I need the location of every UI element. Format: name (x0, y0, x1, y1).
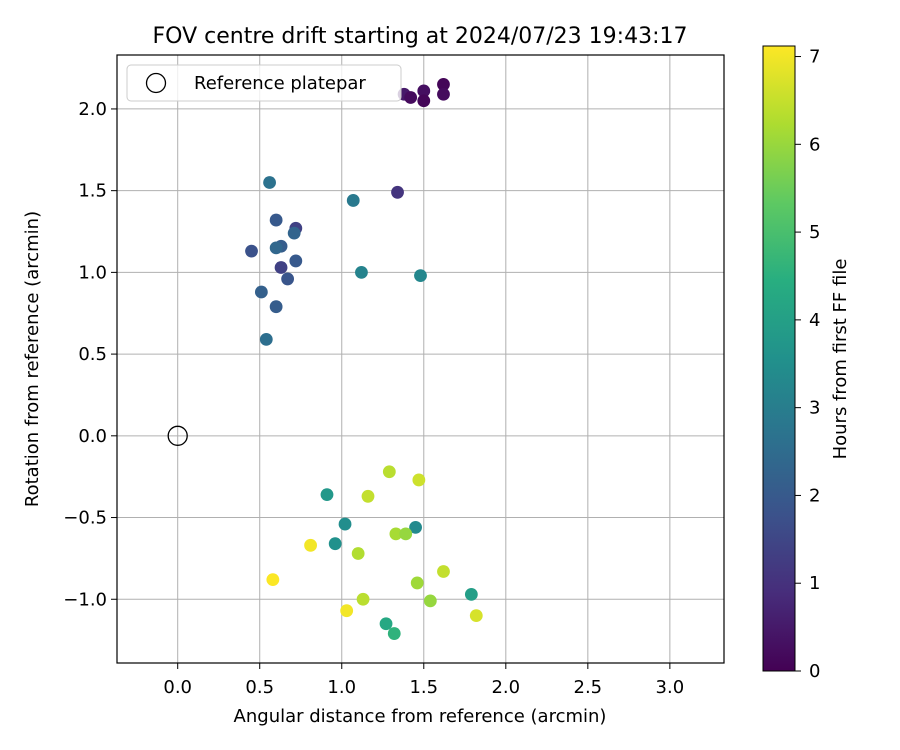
data-point (412, 473, 426, 487)
colorbar-tick-label: 5 (809, 222, 820, 243)
y-tick-label: 0.5 (78, 344, 107, 365)
colorbar-tick-label: 7 (809, 47, 820, 68)
reference-marker-group (167, 425, 188, 446)
data-point (287, 226, 301, 240)
data-point (355, 265, 368, 279)
colorbar-tick-label: 6 (809, 134, 820, 155)
colorbar-tick-label: 4 (809, 310, 820, 331)
data-point (289, 254, 303, 268)
colorbar-tick-label: 2 (809, 485, 820, 506)
colorbar-tick-label: 3 (809, 398, 820, 419)
reference-platepar-marker (167, 425, 188, 446)
y-tick-label: 0.0 (78, 426, 107, 447)
colorbar-tick-label: 0 (809, 661, 820, 682)
x-tick-label: 2.5 (574, 677, 603, 698)
data-point (410, 576, 424, 590)
data-point (423, 594, 437, 608)
x-tick-label: 0.0 (163, 677, 192, 698)
data-point (437, 565, 450, 578)
data-point (269, 241, 283, 255)
legend: Reference platepar (126, 64, 402, 102)
x-axis-ticks: 0.0 0.5 1.0 1.5 2.0 2.5 3.0 (163, 663, 684, 698)
y-axis-ticks: −1.0 −0.5 0.0 0.5 1.0 1.5 2.0 (63, 99, 117, 610)
colorbar-tick-label: 1 (809, 573, 820, 594)
grid (117, 55, 724, 663)
data-point (281, 272, 295, 286)
data-point (274, 261, 288, 274)
data-point (320, 488, 334, 502)
data-point (356, 592, 370, 606)
y-tick-label: −0.5 (63, 508, 107, 529)
data-point (351, 547, 365, 560)
data-point (399, 527, 413, 541)
data-point (266, 573, 280, 587)
colorbar-frame (762, 45, 796, 672)
data-point (464, 587, 478, 601)
colorbar (763, 46, 795, 671)
data-point (259, 332, 273, 346)
data-point (379, 617, 393, 631)
y-tick-label: −1.0 (63, 589, 107, 610)
data-point (269, 213, 283, 227)
x-tick-label: 1.5 (409, 677, 438, 698)
data-point (387, 627, 401, 640)
data-point (269, 300, 283, 314)
legend-box (126, 64, 402, 102)
x-tick-label: 1.0 (327, 677, 356, 698)
chart-title: FOV centre drift starting at 2024/07/23 … (153, 24, 688, 49)
x-axis-label: Angular distance from reference (arcmin) (234, 706, 607, 727)
data-point (338, 517, 352, 531)
legend-label: Reference platepar (194, 73, 366, 94)
data-points (245, 78, 483, 640)
colorbar-label: Hours from first FF file (830, 259, 851, 460)
data-point (254, 285, 268, 299)
data-point (417, 94, 431, 108)
data-point (245, 244, 258, 258)
y-tick-label: 1.5 (78, 181, 107, 202)
data-point (404, 91, 418, 104)
plot-frame (116, 54, 725, 664)
data-point (361, 489, 375, 503)
data-point (346, 194, 360, 207)
y-tick-label: 2.0 (78, 99, 107, 120)
data-point (340, 604, 354, 618)
y-tick-label: 1.0 (78, 262, 107, 283)
x-tick-label: 0.5 (245, 677, 274, 698)
data-point (263, 176, 276, 189)
x-tick-label: 3.0 (656, 677, 685, 698)
data-point (304, 538, 317, 552)
data-point (328, 537, 342, 551)
x-tick-label: 2.0 (491, 677, 520, 698)
data-point (417, 84, 431, 98)
data-point (391, 185, 404, 199)
data-point (414, 269, 427, 283)
data-point (409, 520, 422, 534)
data-point (382, 465, 396, 479)
legend-open-circle-icon (145, 72, 167, 94)
data-point (389, 527, 403, 541)
colorbar-ticks: 0 1 2 3 4 5 6 7 (795, 47, 820, 682)
data-point (469, 609, 483, 623)
data-point (437, 78, 450, 91)
y-axis-label: Rotation from reference (arcmin) (22, 211, 43, 507)
data-point (437, 87, 450, 101)
